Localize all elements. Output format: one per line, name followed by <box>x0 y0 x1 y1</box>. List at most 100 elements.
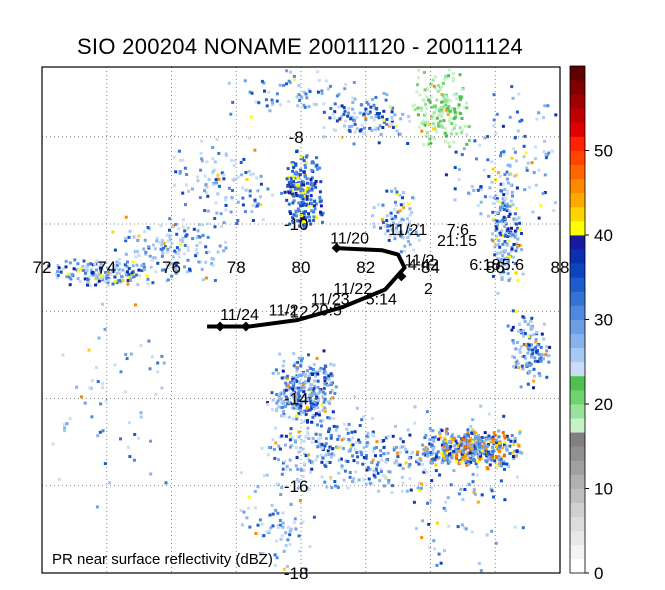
reflectivity-pixel <box>532 171 536 175</box>
reflectivity-pixel <box>167 234 171 238</box>
reflectivity-pixel <box>181 218 185 222</box>
reflectivity-pixel <box>512 243 516 246</box>
reflectivity-pixel <box>518 119 522 123</box>
reflectivity-pixel <box>446 113 450 117</box>
reflectivity-pixel <box>87 279 91 283</box>
reflectivity-pixel <box>298 219 302 223</box>
reflectivity-pixel <box>510 85 514 89</box>
reflectivity-pixel <box>296 386 300 390</box>
reflectivity-pixel <box>472 188 476 192</box>
reflectivity-pixel <box>526 382 530 386</box>
reflectivity-pixel <box>165 233 169 237</box>
reflectivity-pixel <box>95 259 99 263</box>
reflectivity-pixel <box>353 430 357 434</box>
reflectivity-pixel <box>297 172 300 176</box>
reflectivity-pixel <box>474 431 478 435</box>
reflectivity-pixel <box>195 244 199 248</box>
reflectivity-pixel <box>362 446 366 450</box>
reflectivity-pixel <box>248 90 252 94</box>
reflectivity-pixel <box>486 458 490 462</box>
reflectivity-pixel <box>528 185 531 189</box>
reflectivity-pixel <box>275 539 278 543</box>
reflectivity-pixel <box>545 345 548 349</box>
reflectivity-pixel <box>439 106 443 110</box>
reflectivity-pixel <box>222 249 226 253</box>
reflectivity-pixel <box>302 468 306 472</box>
reflectivity-pixel <box>524 151 528 155</box>
reflectivity-pixel <box>501 182 505 186</box>
reflectivity-pixel <box>315 397 319 401</box>
reflectivity-pixel <box>365 444 369 448</box>
reflectivity-pixel <box>421 519 425 523</box>
reflectivity-pixel <box>331 112 335 116</box>
reflectivity-pixel <box>434 105 437 109</box>
colorbar-tick-label: 30 <box>594 311 613 330</box>
reflectivity-pixel <box>129 352 133 356</box>
reflectivity-pixel <box>326 416 330 420</box>
reflectivity-pixel <box>497 239 501 243</box>
reflectivity-pixel <box>299 446 302 450</box>
reflectivity-pixel <box>504 233 507 237</box>
reflectivity-pixel <box>425 95 429 99</box>
reflectivity-pixel <box>301 383 305 386</box>
reflectivity-pixel <box>56 274 60 277</box>
reflectivity-pixel <box>335 94 339 98</box>
reflectivity-pixel <box>322 400 326 404</box>
reflectivity-pixel <box>154 270 158 274</box>
reflectivity-pixel <box>278 352 282 356</box>
reflectivity-pixel <box>306 457 310 461</box>
reflectivity-pixel <box>76 262 80 266</box>
reflectivity-pixel <box>124 239 128 243</box>
reflectivity-pixel <box>505 229 509 232</box>
reflectivity-pixel <box>463 106 467 110</box>
reflectivity-pixel <box>487 437 491 441</box>
reflectivity-pixel <box>331 396 335 400</box>
reflectivity-pixel <box>372 469 376 473</box>
reflectivity-pixel <box>270 391 274 395</box>
reflectivity-pixel <box>203 174 207 178</box>
reflectivity-pixel <box>294 172 298 176</box>
reflectivity-pixel <box>278 447 282 451</box>
reflectivity-pixel <box>75 385 79 389</box>
colorbar-segment <box>570 530 585 546</box>
reflectivity-pixel <box>425 449 429 453</box>
reflectivity-pixel <box>82 259 86 263</box>
reflectivity-pixel <box>308 545 312 549</box>
reflectivity-pixel <box>511 96 515 100</box>
reflectivity-pixel <box>295 183 299 187</box>
reflectivity-pixel <box>211 183 215 187</box>
reflectivity-pixel <box>462 448 466 451</box>
reflectivity-pixel <box>513 525 517 529</box>
reflectivity-pixel <box>294 162 298 166</box>
reflectivity-pixel <box>269 526 273 530</box>
reflectivity-pixel <box>307 379 311 383</box>
reflectivity-pixel <box>431 117 435 120</box>
reflectivity-pixel <box>299 155 303 159</box>
reflectivity-pixel <box>444 429 448 433</box>
reflectivity-pixel <box>291 180 295 184</box>
reflectivity-pixel <box>483 195 487 199</box>
reflectivity-pixel <box>499 182 503 186</box>
reflectivity-pixel <box>296 187 300 191</box>
reflectivity-pixel <box>168 236 172 240</box>
reflectivity-pixel <box>324 453 328 457</box>
reflectivity-pixel <box>401 481 405 485</box>
reflectivity-pixel <box>499 257 503 261</box>
reflectivity-pixel <box>441 440 445 444</box>
reflectivity-pixel <box>494 445 498 449</box>
reflectivity-pixel <box>530 161 534 165</box>
reflectivity-pixel <box>511 203 515 207</box>
reflectivity-pixel <box>298 98 302 102</box>
reflectivity-pixel <box>123 263 127 267</box>
reflectivity-pixel <box>382 474 386 478</box>
reflectivity-pixel <box>453 198 457 202</box>
reflectivity-pixel <box>319 204 323 208</box>
reflectivity-pixel <box>422 143 426 147</box>
reflectivity-pixel <box>325 485 329 489</box>
reflectivity-pixel <box>508 115 512 119</box>
reflectivity-pixel <box>113 280 117 284</box>
reflectivity-pixel <box>454 123 458 127</box>
reflectivity-pixel <box>313 199 317 203</box>
reflectivity-pixel <box>352 477 356 481</box>
